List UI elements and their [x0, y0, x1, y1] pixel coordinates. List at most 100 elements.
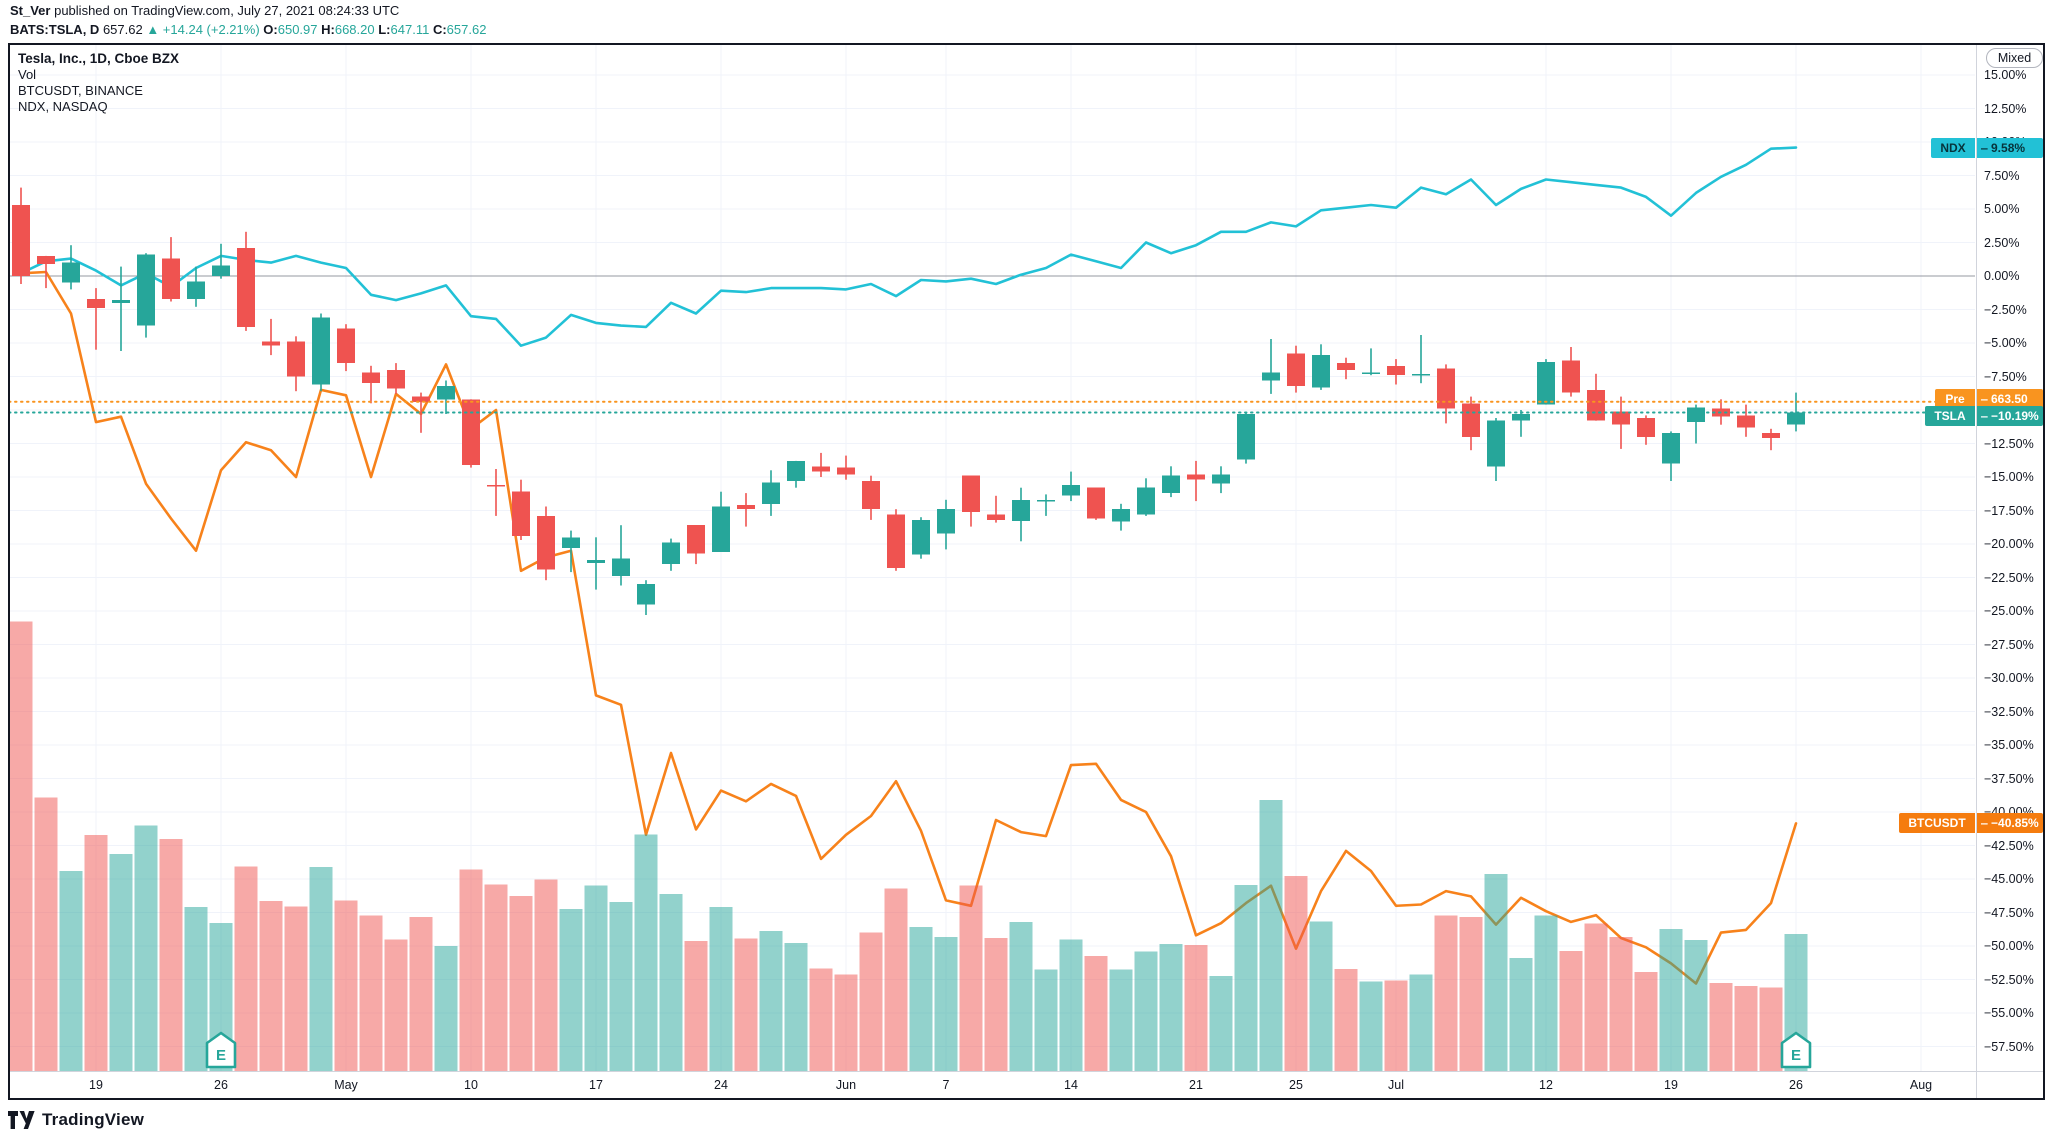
volume-bar — [584, 885, 608, 1071]
candle-body — [437, 385, 455, 400]
tradingview-logo-icon[interactable] — [8, 1111, 35, 1129]
y-axis-label: 0.00% — [1984, 269, 2020, 283]
legend-btcusdt[interactable]: BTCUSDT, BINANCE — [18, 83, 143, 98]
volume-bar — [734, 938, 758, 1071]
price-axis[interactable]: 15.00%12.50%10.00%7.50%5.00%2.50%0.00%−2… — [1976, 45, 2043, 1071]
candle-body — [1387, 365, 1405, 376]
scale-mode-button[interactable]: Mixed — [1986, 48, 2043, 68]
x-axis-label: 26 — [1789, 1078, 1803, 1092]
x-axis-label: 19 — [1664, 1078, 1678, 1092]
btcusdt-line — [19, 270, 1798, 985]
candle-body — [1262, 372, 1280, 381]
volume-bar — [834, 974, 858, 1071]
x-axis-label: Jun — [835, 1078, 857, 1092]
candle-body — [262, 341, 280, 346]
legend-volume[interactable]: Vol — [18, 67, 37, 82]
y-axis-label: 5.00% — [1984, 202, 2020, 216]
volume-bar — [1134, 951, 1158, 1071]
candle-body — [962, 475, 980, 512]
candle-body — [812, 466, 830, 472]
candle-body — [687, 525, 705, 554]
candle-body — [937, 509, 955, 534]
close-label: C: — [432, 22, 447, 37]
volume-bar — [909, 927, 933, 1071]
volume-bar — [484, 884, 508, 1071]
volume-bar — [1559, 951, 1583, 1071]
candle-body — [37, 255, 55, 264]
volume-bar — [659, 894, 683, 1071]
legend-ndx[interactable]: NDX, NASDAQ — [18, 99, 108, 114]
time-axis[interactable]: 19 26 May 10 17 24 Jun 7 14 21 25 Jul 12 19 26 Aug — [10, 1071, 1976, 1098]
volume-bar — [1409, 974, 1433, 1071]
candle-body — [1087, 487, 1105, 519]
volume-bar — [209, 922, 233, 1071]
close-value: 657.62 — [446, 22, 487, 37]
candle-body — [287, 341, 305, 377]
volume-bar — [1259, 799, 1283, 1071]
volume-bar — [159, 838, 183, 1071]
symbol-name[interactable]: BATS:TSLA, D — [10, 22, 100, 37]
volume-bar — [859, 932, 883, 1071]
candle-body — [512, 491, 530, 536]
chart-legend: Tesla, Inc., 1D, Cboe BZX Vol BTCUSDT, B… — [18, 51, 179, 115]
volume-bar — [934, 937, 958, 1071]
candle-body — [787, 460, 805, 481]
volume-bar — [84, 835, 108, 1071]
candle-body — [1112, 509, 1130, 522]
volume-bar — [809, 968, 833, 1071]
volume-bar — [59, 871, 83, 1071]
volume-bar — [1059, 939, 1083, 1071]
volume-bar — [1434, 915, 1458, 1071]
volume-bar — [884, 888, 908, 1071]
legend-main-symbol[interactable]: Tesla, Inc., 1D, Cboe BZX — [18, 51, 180, 66]
earnings-icon — [1780, 1031, 1812, 1069]
y-axis-label: −57.50% — [1984, 1039, 2034, 1054]
candle-body — [887, 514, 905, 569]
volume-bar — [409, 916, 433, 1071]
candle-body — [1687, 407, 1705, 422]
tradingview-brand-text[interactable]: TradingView — [42, 1110, 145, 1129]
volume-bar — [609, 901, 633, 1071]
axis-corner — [1976, 1071, 2043, 1098]
low-label: L: — [378, 22, 391, 37]
y-axis-label: −50.00% — [1984, 939, 2034, 953]
y-axis-label: −22.50% — [1984, 570, 2034, 585]
y-axis-label: −35.00% — [1984, 738, 2034, 752]
volume-bar — [1184, 945, 1208, 1071]
candle-body — [387, 369, 405, 389]
candle-body — [1362, 372, 1380, 375]
volume-bar — [359, 915, 383, 1071]
price-tag-value: ‒ −40.85% — [1977, 813, 2043, 834]
volume-bar — [559, 909, 583, 1071]
candle-body — [1487, 420, 1505, 467]
last-price: 657.62 — [102, 22, 143, 37]
volume-bar — [709, 907, 733, 1071]
earnings-letter: E — [216, 1047, 226, 1064]
symbol-info-line: BATS:TSLA, D 657.62 ▲ +14.24 (+2.21%) O:… — [10, 21, 486, 38]
x-axis-label: 21 — [1189, 1078, 1203, 1092]
volume-bar — [984, 937, 1008, 1071]
author-link[interactable]: St_Ver — [10, 3, 51, 18]
x-axis-label: 10 — [464, 1078, 478, 1092]
candle-body — [212, 265, 230, 276]
volume-bar — [1609, 937, 1633, 1071]
candle-body — [637, 584, 655, 605]
volume-bar — [1009, 922, 1033, 1071]
candle-body — [1462, 403, 1480, 437]
candle-body — [337, 328, 355, 364]
candle-body — [737, 505, 755, 510]
x-axis-label: Aug — [1909, 1078, 1933, 1092]
candle-body — [712, 506, 730, 553]
y-axis-label: −42.50% — [1984, 838, 2034, 853]
x-axis-label: 25 — [1289, 1078, 1303, 1092]
candle-body — [987, 514, 1005, 520]
candle-body — [412, 396, 430, 402]
candle-body — [87, 298, 105, 309]
y-axis-label: −47.50% — [1984, 905, 2034, 920]
volume-bar — [1359, 981, 1383, 1071]
candle-body — [612, 558, 630, 577]
volume-bar — [1034, 969, 1058, 1071]
candle-body — [1787, 412, 1805, 425]
